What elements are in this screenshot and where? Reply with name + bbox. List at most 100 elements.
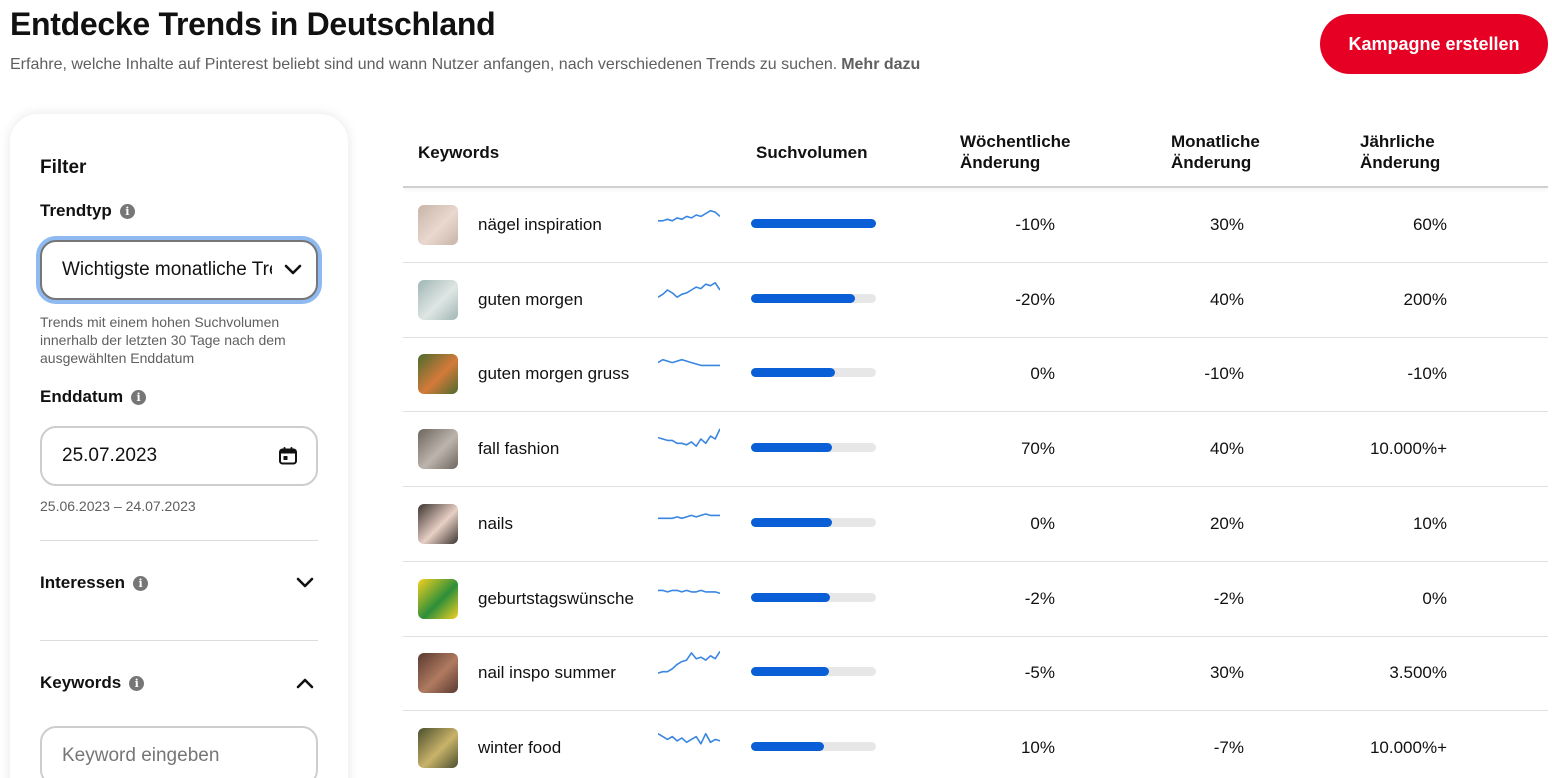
date-range-text: 25.06.2023 – 24.07.2023	[40, 498, 196, 514]
trend-sparkline	[658, 651, 720, 675]
search-volume-bar-fill	[751, 741, 824, 751]
trend-sparkline-line	[658, 281, 720, 298]
create-campaign-button[interactable]: Kampagne erstellen	[1320, 14, 1548, 74]
monthly-change-value: -7%	[1213, 737, 1244, 757]
more-info-link[interactable]: Mehr dazu	[841, 56, 921, 73]
yearly-change-value: 0%	[1422, 588, 1447, 608]
yearly-header-line2: Änderung	[1360, 153, 1441, 172]
trend-sparkline	[658, 281, 720, 298]
table-row[interactable]: guten morgen -20% 40% 200%	[403, 263, 1548, 338]
column-header-yearly-change[interactable]: Jährliche Änderung	[1360, 131, 1440, 173]
search-volume-bar-fill	[751, 219, 876, 228]
keyword-name[interactable]: nägel inspiration	[478, 215, 602, 234]
table-header-divider	[403, 186, 1548, 188]
interests-label-text: Interessen	[40, 573, 126, 592]
search-volume-bar-fill	[751, 368, 835, 378]
trend-sparkline	[658, 732, 720, 745]
calendar-icon[interactable]	[278, 446, 298, 466]
search-volume-bar	[751, 667, 876, 677]
trend-sparkline-line	[658, 359, 720, 367]
table-row[interactable]: fall fashion 70% 40% 10.000%+	[403, 412, 1548, 488]
yearly-header-line1: Jährliche	[1360, 132, 1435, 151]
column-header-search-volume[interactable]: Suchvolumen	[756, 143, 868, 162]
trend-sparkline-line	[658, 732, 720, 745]
weekly-header-line2: Änderung	[960, 153, 1041, 172]
table-row[interactable]: nägel inspiration -10% 30% 60%	[403, 188, 1548, 263]
keywords-label[interactable]: Keywords i	[40, 673, 145, 693]
keyword-thumbnail-image	[418, 503, 458, 544]
divider	[40, 540, 318, 541]
info-icon[interactable]: i	[133, 575, 149, 591]
keyword-thumbnail-image	[418, 727, 458, 768]
trend-sparkline	[658, 428, 720, 448]
column-header-weekly-change[interactable]: Wöchentliche Änderung	[960, 131, 1071, 173]
trend-sparkline-line	[658, 209, 720, 222]
yearly-change-value: 10%	[1412, 513, 1447, 533]
keyword-name[interactable]: geburtstagswünsche	[478, 588, 634, 608]
weekly-change-value: -20%	[1015, 289, 1055, 309]
keyword-name[interactable]: guten morgen	[478, 289, 583, 309]
table-row[interactable]: geburtstagswünsche -2% -2% 0%	[403, 562, 1548, 637]
info-icon[interactable]: i	[129, 675, 145, 691]
trend-type-label: Trendtyp i	[40, 201, 135, 221]
monthly-change-value: -2%	[1213, 588, 1244, 608]
keyword-thumbnail-image	[418, 205, 458, 245]
keyword-name[interactable]: nail inspo summer	[478, 663, 616, 683]
trend-type-select[interactable]: Wichtigste monatliche Trends	[40, 240, 318, 300]
weekly-change-value: -2%	[1024, 588, 1055, 608]
weekly-change-value: 10%	[1020, 737, 1055, 757]
divider	[40, 640, 318, 641]
keyword-name[interactable]: fall fashion	[478, 439, 560, 459]
end-date-input[interactable]: 25.07.2023	[40, 426, 318, 486]
search-volume-bar-fill	[751, 517, 833, 527]
keyword-thumbnail-image	[418, 429, 458, 470]
monthly-change-value: 30%	[1209, 215, 1244, 234]
keyword-thumbnail-image	[418, 279, 458, 320]
keyword-name[interactable]: winter food	[478, 737, 562, 757]
chevron-down-icon	[284, 264, 302, 276]
trend-sparkline-line	[658, 651, 720, 675]
trend-sparkline-line	[658, 512, 720, 519]
search-volume-bar	[751, 219, 876, 228]
trend-sparkline-line	[658, 428, 720, 448]
table-row[interactable]: guten morgen gruss 0% -10% -10%	[403, 337, 1548, 413]
monthly-header-line1: Monatliche	[1171, 132, 1260, 151]
trend-sparkline	[658, 209, 720, 222]
weekly-change-value: -5%	[1024, 663, 1055, 683]
yearly-change-value: 200%	[1403, 289, 1447, 309]
yearly-change-value: 60%	[1412, 215, 1447, 234]
table-row[interactable]: nails 0% 20% 10%	[403, 487, 1548, 562]
table-row[interactable]: winter food 10% -7% 10.000%+	[403, 711, 1548, 778]
trend-type-selected-value: Wichtigste monatliche Trends	[62, 259, 272, 280]
keyword-name[interactable]: nails	[478, 513, 513, 533]
monthly-header-line2: Änderung	[1171, 153, 1252, 172]
weekly-change-value: 70%	[1020, 439, 1055, 459]
monthly-change-value: 40%	[1209, 289, 1244, 309]
weekly-change-value: -10%	[1015, 215, 1055, 234]
search-volume-bar-fill	[751, 592, 830, 602]
search-volume-bar	[751, 592, 876, 602]
monthly-change-value: 30%	[1209, 663, 1244, 683]
search-volume-bar	[751, 443, 876, 453]
monthly-change-value: 40%	[1209, 439, 1244, 459]
keywords-label-text: Keywords	[40, 673, 122, 692]
info-icon[interactable]: i	[119, 203, 135, 219]
chevron-down-icon[interactable]	[296, 577, 314, 589]
keyword-name[interactable]: guten morgen gruss	[478, 364, 630, 384]
search-volume-bar-fill	[751, 443, 833, 453]
yearly-change-value: -10%	[1407, 364, 1447, 384]
keyword-search-input[interactable]: Keyword eingeben	[40, 726, 318, 778]
table-row[interactable]: nail inspo summer -5% 30% 3.500%	[403, 636, 1548, 712]
monthly-change-value: 20%	[1209, 513, 1244, 533]
keyword-thumbnail-image	[418, 653, 458, 694]
yearly-change-value: 10.000%+	[1369, 439, 1447, 459]
filter-title: Filter	[40, 157, 87, 178]
interests-label[interactable]: Interessen i	[40, 573, 149, 593]
filter-panel: Filter Trendtyp i Wichtigste monatliche …	[10, 114, 348, 778]
info-icon[interactable]: i	[131, 389, 147, 405]
search-volume-bar-fill	[751, 667, 829, 677]
page-title: Entdecke Trends in Deutschland	[10, 6, 496, 42]
column-header-monthly-change[interactable]: Monatliche Änderung	[1171, 131, 1260, 173]
chevron-up-icon[interactable]	[296, 677, 314, 689]
subtitle-text: Erfahre, welche Inhalte auf Pinterest be…	[10, 56, 838, 73]
